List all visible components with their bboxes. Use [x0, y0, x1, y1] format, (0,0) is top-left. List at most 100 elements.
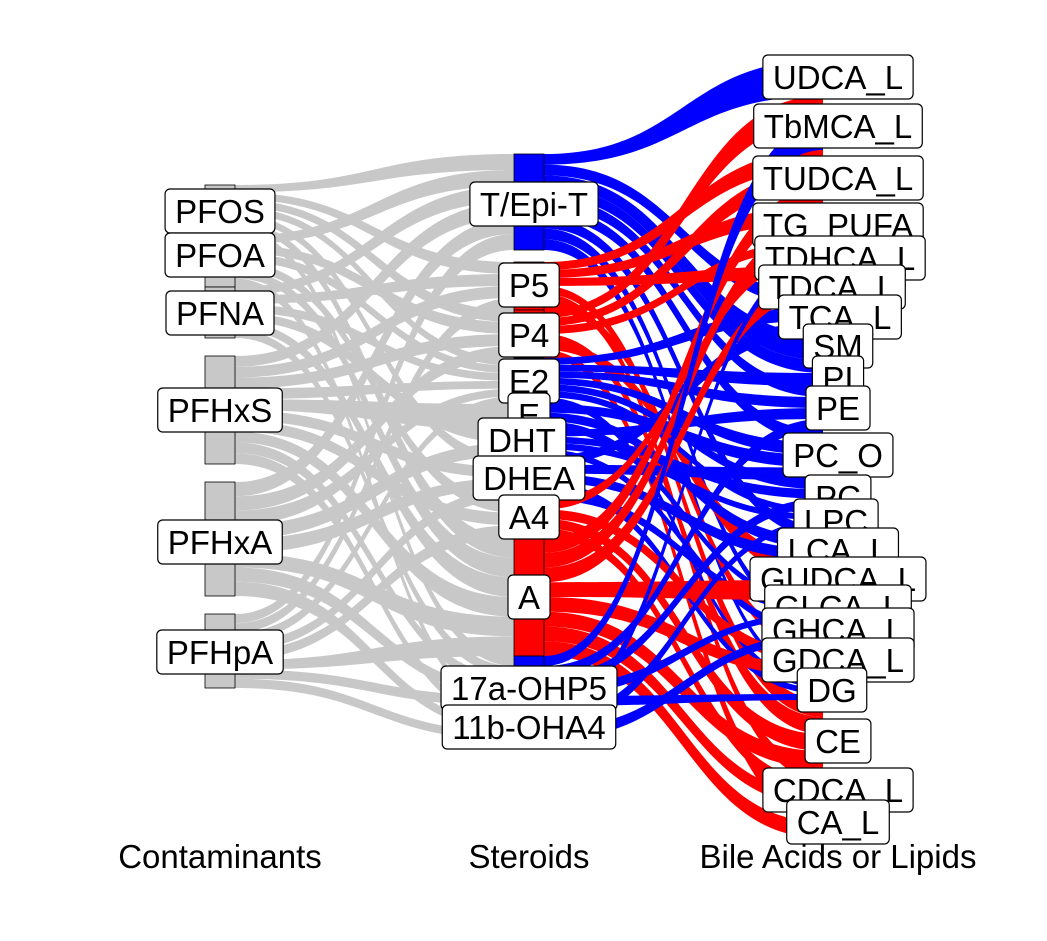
label-pfhxs: PFHxS	[157, 387, 283, 433]
label-pfoa: PFOA	[164, 232, 276, 278]
flow-t-epi-t-to-pc-o	[544, 207, 823, 443]
flow-pfhpa-to-p5	[235, 298, 514, 633]
flow-11b-oha4-to-ghca-l	[544, 634, 823, 740]
label-pfhpa: PFHpA	[156, 629, 284, 675]
flows-contaminants-steroids	[235, 154, 514, 740]
label-p4: P4	[498, 312, 560, 358]
label-box-pe	[805, 385, 871, 431]
flow-pfoa-to-e2	[235, 253, 514, 374]
label-tudca-l: TUDCA_L	[752, 155, 924, 201]
flow-pfna-to-t-epi-t	[235, 186, 514, 296]
label-11b-oha4: 11b-OHA4	[441, 704, 617, 750]
label-box-dg	[796, 667, 868, 713]
flow-pfna-to-e2	[235, 304, 514, 381]
label-text-a: A	[518, 579, 540, 616]
flow-p4-to-gudca-l	[544, 342, 823, 580]
flow-a-to-tudca-l	[544, 187, 823, 553]
label-tbmca-l: TbMCA_L	[753, 103, 923, 149]
label-dhea: DHEA	[472, 455, 586, 501]
label-box-pfhpa	[156, 629, 284, 675]
label-pe: PE	[805, 385, 871, 431]
flow-pfos-to-p5	[235, 192, 514, 274]
label-box-a	[507, 574, 551, 620]
label-box-pfhxs	[157, 387, 283, 433]
label-text-t-epi-t: T/Epi-T	[480, 186, 588, 223]
flow-e2-to-lpc	[544, 390, 823, 514]
label-dht: DHT	[477, 417, 567, 463]
label-box-ca-l	[786, 799, 890, 845]
label-text-tudca-l: TUDCA_L	[763, 160, 913, 197]
label-text-tbmca-l: TbMCA_L	[764, 108, 913, 145]
label-text-pfhpa: PFHpA	[167, 634, 273, 671]
flow-pfhpa-to-11b-oha4	[235, 678, 514, 740]
label-udca-l: UDCA_L	[762, 54, 914, 100]
label-box-ce	[804, 718, 872, 764]
flow-11b-oha4-to-tdhca-l	[544, 257, 823, 718]
label-box-p5	[498, 262, 560, 308]
label-text-11b-oha4: 11b-OHA4	[452, 709, 605, 746]
flow-pfhxs-to-e2	[235, 381, 514, 400]
label-box-p4	[498, 312, 560, 358]
flow-p5-to-ce	[544, 286, 823, 717]
flow-pfna-to-17a-ohp5	[235, 329, 514, 676]
flow-e2-to-pc-o	[544, 377, 823, 455]
flow-t-epi-t-to-pe	[544, 196, 823, 397]
label-text-pfhxa: PFHxA	[168, 524, 273, 561]
axis-label-bile-acids-lipids: Bile Acids or Lipids	[700, 838, 977, 875]
flow-pfhpa-to-dhea	[235, 489, 514, 651]
label-a4: A4	[498, 494, 560, 540]
flow-pfos-to-p4	[235, 199, 514, 322]
flow-t-epi-t-to-sm	[544, 175, 823, 360]
label-pfos: PFOS	[164, 188, 276, 234]
label-text-pe: PE	[816, 390, 860, 427]
label-text-dht: DHT	[488, 422, 556, 459]
flow-p4-to-tbmca-l	[544, 96, 823, 318]
label-text-ca-l: CA_L	[797, 804, 880, 841]
flow-dht-to-ghca-l	[544, 449, 823, 634]
label-ce: CE	[804, 718, 872, 764]
flow-pfhxs-to-t-epi-t	[235, 202, 514, 367]
flow-pfhpa-to-a4	[235, 525, 514, 661]
flow-pfhxs-to-17a-ohp5	[235, 442, 514, 686]
flow-dht-to-lpc	[544, 443, 823, 520]
flow-a-to-gdca-l	[544, 597, 823, 676]
label-box-11b-oha4	[441, 704, 617, 750]
flow-a-to-tdca-l	[544, 280, 823, 583]
flow-dhea-to-pc-o	[544, 464, 823, 480]
flow-a4-to-cdca-l	[544, 528, 823, 794]
label-text-dhea: DHEA	[483, 460, 575, 497]
label-box-pfoa	[164, 232, 276, 278]
label-pc-o: PC_O	[782, 432, 894, 478]
label-box-udca-l	[762, 54, 914, 100]
flow-pfhxa-to-dht	[235, 443, 514, 539]
label-text-17a-ohp5: 17a-OHP5	[451, 670, 607, 707]
flow-pfhpa-to-a	[235, 636, 514, 670]
flow-dht-to-pe	[544, 408, 823, 437]
x-axis: Contaminants Steroids Bile Acids or Lipi…	[118, 838, 976, 875]
flow-t-epi-t-to-tca-l	[544, 164, 823, 308]
label-text-pc-o: PC_O	[793, 437, 883, 474]
flow-11b-oha4-to-lpc	[544, 520, 823, 729]
flow-pfhxs-to-p5	[235, 286, 514, 378]
flow-pfna-to-dht	[235, 312, 514, 443]
label-text-a4: A4	[509, 499, 549, 536]
label-box-pfna	[165, 290, 275, 336]
flow-p4-to-tdhca-l	[544, 240, 823, 334]
label-text-pfhxs: PFHxS	[168, 392, 273, 429]
flow-a-to-cdca-l	[544, 626, 823, 806]
label-text-udca-l: UDCA_L	[773, 59, 903, 96]
flow-pfhxa-to-17a-ohp5	[235, 567, 514, 696]
flow-pfoa-to-t-epi-t	[235, 170, 514, 245]
label-text-pfos: PFOS	[175, 193, 265, 230]
axis-label-steroids: Steroids	[468, 838, 589, 875]
stratum-labels: PFOSPFOAPFNAPFHxSPFHxAPFHpAT/Epi-TP5P4E2…	[156, 54, 927, 845]
label-pfhxa: PFHxA	[157, 519, 283, 565]
flow-17a-ohp5-to-pc	[544, 498, 823, 686]
label-box-a4	[498, 494, 560, 540]
flow-pfos-to-t-epi-t	[235, 154, 514, 193]
label-text-p5: P5	[509, 267, 549, 304]
label-pfna: PFNA	[165, 290, 275, 336]
label-box-t-epi-t	[469, 181, 599, 227]
flow-pfhpa-to-e2	[235, 396, 514, 642]
flow-pfhxs-to-a	[235, 431, 514, 617]
